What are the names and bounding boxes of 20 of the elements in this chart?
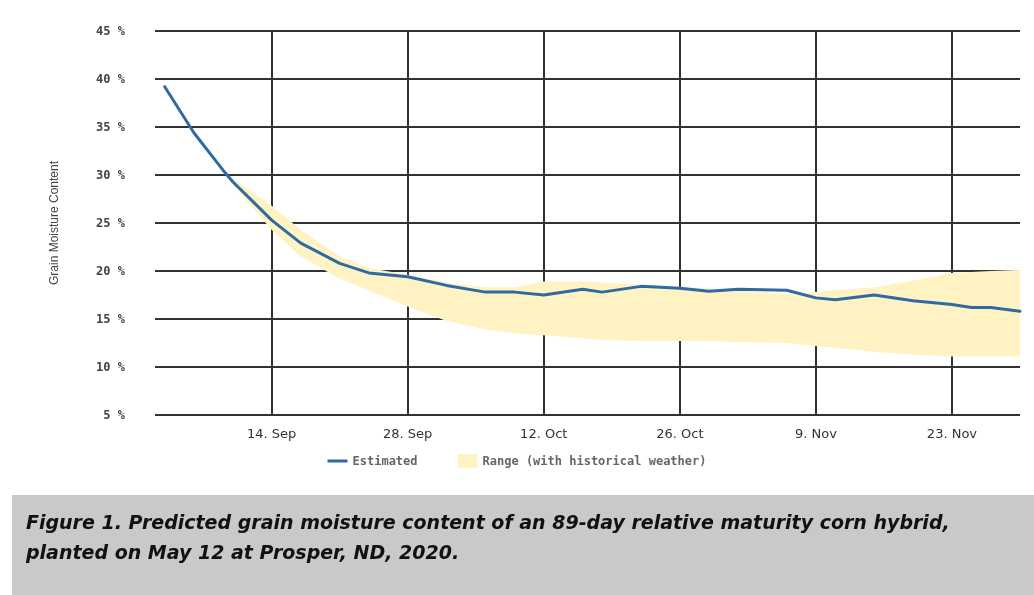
y-axis-title: Grain Moisture Content bbox=[47, 160, 61, 286]
x-tick-label: 12. Oct bbox=[520, 426, 568, 441]
x-tick-label: 28. Sep bbox=[383, 426, 433, 441]
y-tick-label: 5 % bbox=[103, 408, 126, 422]
y-tick-label: 10 % bbox=[96, 360, 126, 374]
y-tick-label: 15 % bbox=[96, 312, 126, 326]
y-tick-label: 45 % bbox=[96, 24, 126, 38]
y-tick-label: 35 % bbox=[96, 120, 126, 134]
y-tick-label: 20 % bbox=[96, 264, 126, 278]
line-series bbox=[163, 85, 1022, 313]
x-tick-label: 9. Nov bbox=[794, 426, 838, 441]
x-tick-label: 23. Nov bbox=[926, 426, 978, 441]
caption: Figure 1. Predicted grain moisture content of an 89-day relative maturity corn hybrid, planted on May 12 at Prosper, ND, 2020. bbox=[26, 510, 951, 565]
y-tick-label: 40 % bbox=[96, 72, 126, 86]
legend-label: Estimated bbox=[352, 454, 418, 468]
legend-label: Range (with historical weather) bbox=[482, 454, 707, 468]
y-tick-label: 30 % bbox=[96, 168, 126, 182]
x-tick-label: 14. Sep bbox=[246, 426, 297, 441]
y-tick-label: 25 % bbox=[96, 216, 126, 230]
x-tick-label: 26. Oct bbox=[656, 426, 704, 441]
